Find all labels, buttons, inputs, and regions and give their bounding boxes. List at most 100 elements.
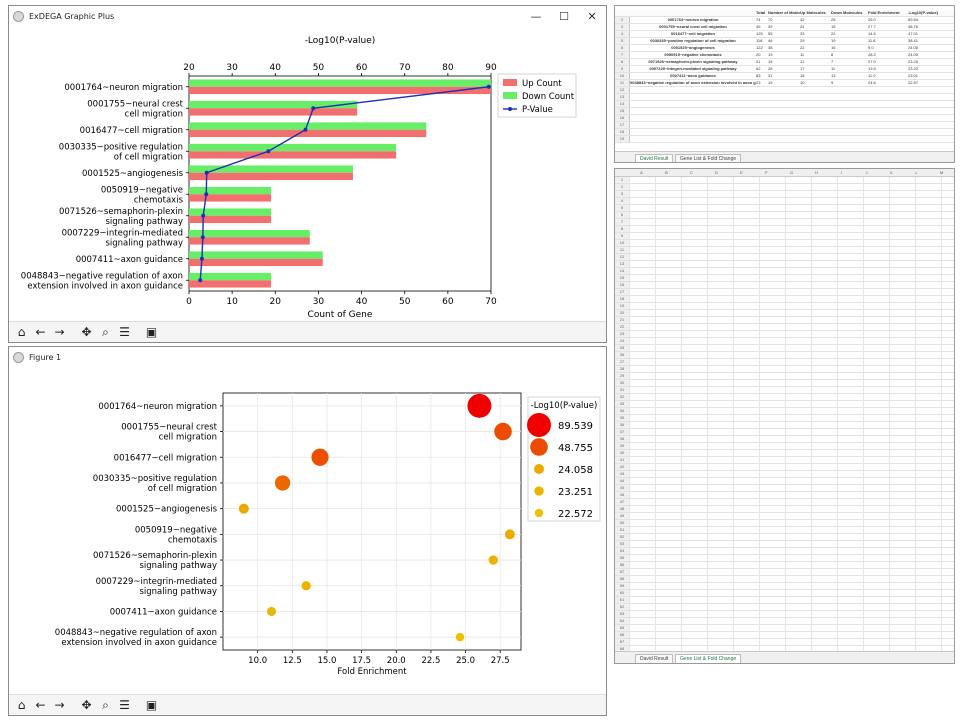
- table-cell: 0001764~neuron migration: [667, 17, 719, 22]
- window-title: ExDEGA Graphic Plus: [29, 12, 115, 21]
- empty-row: [615, 101, 954, 108]
- down-count-bar: [189, 272, 271, 281]
- legend-value: 22.572: [558, 509, 593, 520]
- bubble-chart: 10.0 12.5 15.0 17.5 20.0 22.5 25.0 27.5 Fold Enr…: [55, 392, 601, 677]
- category-label: cell migration: [125, 109, 183, 119]
- table-row: [615, 52, 954, 59]
- table-cell: 18: [800, 73, 805, 78]
- table-cell: 19: [768, 80, 773, 85]
- forward-icon[interactable]: →: [54, 698, 65, 712]
- table-cell: 31: [768, 73, 773, 78]
- up-count-bar: [189, 86, 491, 95]
- x-tick-label: 12.5: [283, 656, 302, 666]
- category-label: 0071526~semaphorin-plexin: [93, 551, 217, 561]
- table-cell: 12: [800, 59, 805, 64]
- row-cells: [629, 401, 954, 408]
- row-number: 58: [615, 576, 630, 582]
- row-cells: [629, 576, 954, 583]
- row-number: 39: [615, 443, 630, 449]
- row-number: 64: [615, 618, 630, 624]
- column-header: D: [704, 169, 730, 177]
- maximize-button[interactable]: ☐: [559, 10, 569, 23]
- row-cells: [629, 443, 954, 450]
- x-tick-label: 20.0: [387, 656, 406, 666]
- row-cells: [629, 485, 954, 492]
- row-cells: [629, 492, 954, 499]
- configure-icon[interactable]: ☰: [119, 325, 130, 339]
- top-tick-label: 80: [442, 63, 454, 73]
- sheet-tab[interactable]: Gene List & Fold Change: [675, 154, 742, 162]
- row-number: 13: [615, 94, 630, 100]
- up-count-bar: [189, 194, 271, 202]
- legend-swatch-up: [503, 79, 517, 86]
- zoom-icon[interactable]: ⌕: [102, 325, 109, 339]
- sheet-tab[interactable]: David Result: [635, 654, 674, 663]
- row-number: 11: [615, 80, 630, 86]
- table-row: [615, 31, 954, 38]
- row-number: 3: [615, 24, 630, 30]
- table-cell: 11.0: [868, 73, 876, 78]
- row-cells: [629, 422, 954, 429]
- row-cells: [629, 604, 954, 611]
- pan-icon[interactable]: ✥: [81, 698, 92, 712]
- bubble-point: [274, 475, 291, 491]
- table-cell: 27.7: [868, 24, 876, 29]
- save-icon[interactable]: ▣: [145, 698, 158, 712]
- category-label: 0048843~negative regulation of axon: [21, 271, 183, 281]
- table-cell: 0030335~positive regulation of cell migr…: [650, 38, 736, 43]
- row-cells: [629, 597, 954, 604]
- sheet-tab[interactable]: David Result: [635, 154, 674, 162]
- column-header: G: [779, 169, 805, 177]
- category-label: 0001525~angiogenesis: [82, 169, 184, 179]
- minimize-button[interactable]: —: [530, 10, 542, 23]
- category-label: signaling pathway: [139, 587, 217, 597]
- pan-icon[interactable]: ✥: [81, 325, 92, 339]
- save-icon[interactable]: ▣: [145, 325, 158, 339]
- pvalue-point: [311, 106, 316, 111]
- row-number: 11: [615, 247, 630, 253]
- table-cell: 29: [800, 38, 805, 43]
- row-number: 63: [615, 611, 630, 617]
- row-number: 31: [615, 387, 630, 393]
- table-cell: 24.00: [908, 52, 919, 57]
- back-icon[interactable]: ←: [35, 698, 46, 712]
- home-icon[interactable]: ⌂: [17, 325, 26, 339]
- row-cells: [629, 478, 954, 485]
- bubble-point: [266, 606, 277, 616]
- table-cell: 83: [756, 73, 761, 78]
- close-button[interactable]: ✕: [587, 10, 597, 23]
- home-icon[interactable]: ⌂: [17, 698, 26, 712]
- table-cell: 27.0: [868, 59, 876, 64]
- row-cells: [629, 352, 954, 359]
- row-number: 55: [615, 555, 630, 561]
- pvalue-point: [303, 127, 308, 132]
- row-number: 45: [615, 485, 630, 491]
- configure-icon[interactable]: ☰: [119, 698, 130, 712]
- forward-icon[interactable]: →: [54, 325, 65, 339]
- empty-row: [615, 136, 954, 143]
- row-number: 26: [615, 352, 630, 358]
- table-cell: 48.76: [908, 24, 919, 29]
- table-cell: 15: [831, 24, 836, 29]
- table-cell: 0071526~semaphorin-plexin signaling path…: [648, 59, 738, 64]
- pvalue-point: [201, 213, 206, 218]
- down-count-bar: [189, 186, 271, 195]
- table-cell: 42: [800, 17, 805, 22]
- table-cell: 11: [800, 52, 805, 57]
- table-cell: 19: [768, 59, 773, 64]
- table-cell: 21: [756, 59, 761, 64]
- row-cells: [629, 520, 954, 527]
- zoom-icon[interactable]: ⌕: [102, 698, 109, 712]
- table-cell: 0007411~axon guidance: [670, 73, 716, 78]
- back-icon[interactable]: ←: [35, 325, 46, 339]
- row-cells: [629, 548, 954, 555]
- legend-value: 89.539: [558, 421, 593, 432]
- row-number: 18: [615, 296, 630, 302]
- category-label: extension involved in axon guidance: [61, 638, 217, 648]
- column-header: B: [654, 169, 680, 177]
- row-cells: [629, 590, 954, 597]
- figure1-window: Figure 1 10.0 12.5 15.0 17.5 20.0 22.5 25.0 27.…: [8, 346, 607, 716]
- pvalue-point: [266, 149, 271, 154]
- sheet-tab[interactable]: Gene List & Fold Change: [675, 654, 742, 663]
- legend-label-down: Down Count: [522, 92, 575, 102]
